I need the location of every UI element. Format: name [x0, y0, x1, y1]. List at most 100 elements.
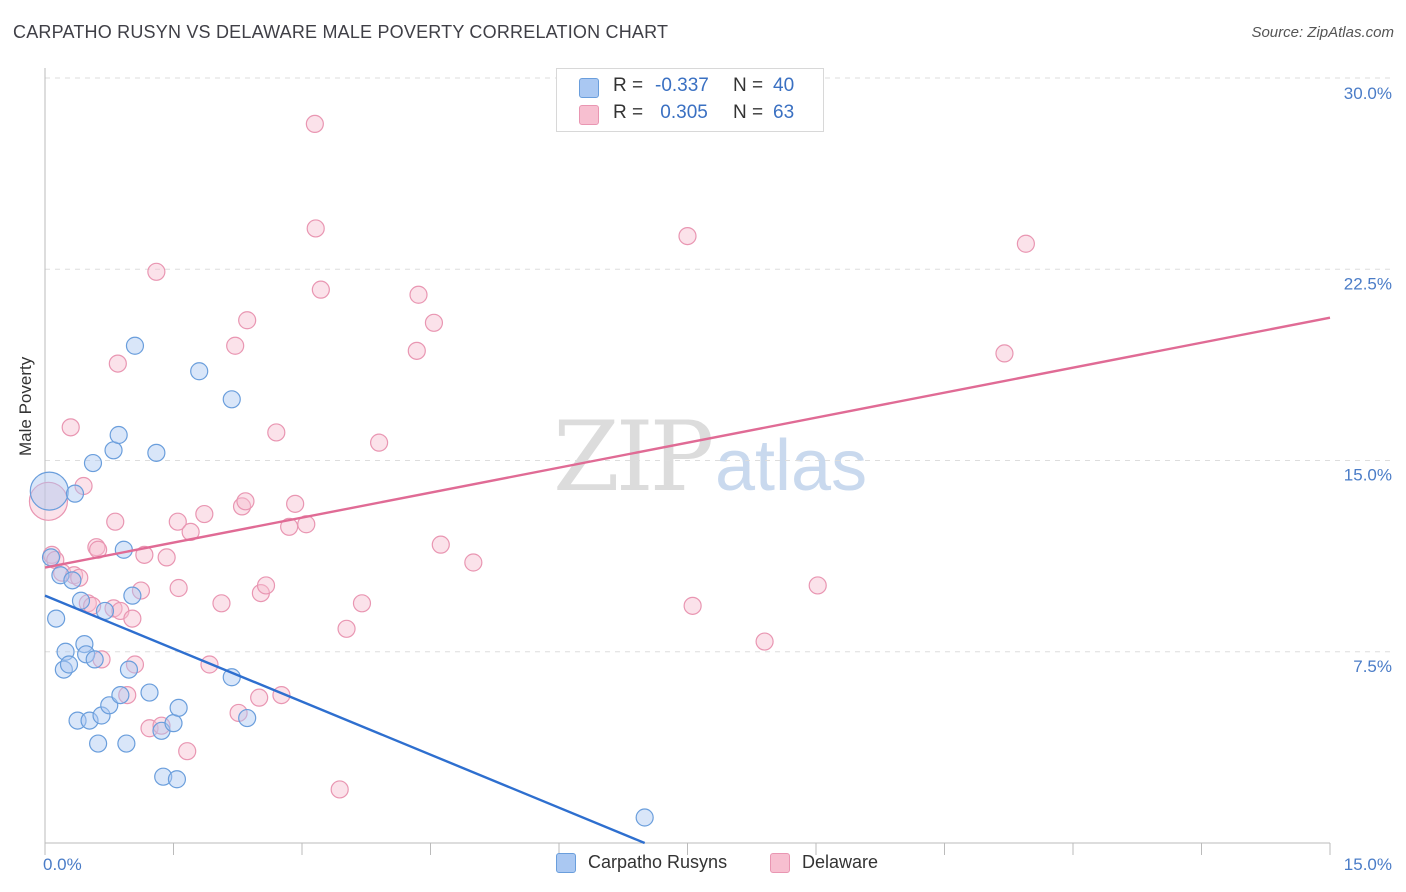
legend-n-value: 40	[773, 75, 795, 96]
delaware-point	[311, 280, 330, 299]
delaware-point	[407, 341, 426, 360]
delaware-point	[464, 553, 483, 572]
carpatho-rusyns-point	[167, 770, 187, 789]
carpatho-rusyns-point	[238, 708, 257, 728]
carpatho-rusyns-point	[29, 471, 69, 511]
y-tick-label: 7.5%	[1353, 657, 1392, 676]
delaware-trend-line	[44, 316, 1331, 569]
carpatho-rusyns-point	[92, 706, 111, 725]
delaware-points	[28, 114, 1035, 799]
trend-lines	[44, 316, 1331, 845]
carpatho-rusyns-point	[190, 362, 209, 381]
grid-lines	[45, 77, 1392, 653]
bottom-legend-label: Delaware	[802, 852, 879, 872]
delaware-point	[424, 313, 444, 332]
watermark-zip: ZIP	[553, 401, 712, 508]
carpatho-rusyns-point	[65, 484, 85, 503]
legend-n-label: N =	[733, 102, 764, 123]
chart-source: Source: ZipAtlas.com	[1251, 24, 1394, 41]
delaware-point	[229, 703, 248, 723]
delaware-point	[157, 548, 176, 567]
carpatho-rusyns-point	[47, 609, 66, 628]
axes	[44, 68, 1331, 855]
watermark-atlas: atlas	[715, 426, 867, 506]
x-tick-label-min: 0.0%	[43, 855, 82, 874]
delaware-point	[286, 494, 305, 513]
x-tick-label-max: 15.0%	[1344, 855, 1392, 874]
legend-r-label: R =	[613, 75, 644, 96]
legend-n-value: 63	[773, 102, 795, 123]
carpatho-rusyns-point	[104, 441, 123, 460]
legend-r-value: -0.337	[655, 75, 709, 96]
carpatho-rusyns-point	[41, 548, 61, 567]
zipatlas-watermark: ZIP atlas	[553, 401, 867, 508]
delaware-point	[131, 581, 151, 600]
delaware-point	[212, 594, 231, 613]
delaware-point	[995, 344, 1014, 363]
delaware-point	[330, 780, 349, 799]
legend-swatch-pink	[579, 105, 599, 125]
carpatho-rusyns-point	[85, 650, 104, 669]
y-tick-label: 30.0%	[1344, 84, 1392, 103]
delaware-point	[28, 481, 69, 521]
carpatho-rusyns-point	[80, 711, 99, 730]
carpatho-rusyns-point	[59, 655, 79, 674]
carpatho-rusyns-point	[111, 685, 130, 705]
carpatho-rusyns-point	[100, 696, 119, 715]
carpatho-rusyns-point	[71, 591, 91, 610]
carpatho-rusyns-point	[51, 566, 70, 585]
carpatho-rusyns-point	[147, 443, 166, 462]
carpatho-rusyns-point	[635, 808, 654, 827]
delaware-point	[236, 492, 255, 511]
delaware-point	[226, 336, 245, 355]
delaware-point	[195, 504, 214, 524]
legend-n-label: N =	[733, 75, 764, 96]
delaware-point	[135, 545, 154, 564]
carpatho-rusyns-point	[154, 767, 173, 786]
carpatho-rusyns-point	[77, 645, 96, 664]
bottom-legend-swatch-blue	[556, 853, 576, 873]
delaware-point	[256, 576, 276, 595]
delaware-point	[683, 596, 702, 615]
delaware-point	[125, 655, 145, 674]
carpatho-rusyns-point	[117, 734, 136, 753]
delaware-point	[306, 219, 325, 238]
stats-legend: R = -0.337 N = 40 R = 0.305 N = 63	[556, 68, 824, 132]
carpatho-rusyns-point	[89, 734, 108, 753]
delaware-point	[352, 594, 372, 613]
delaware-point	[755, 632, 774, 651]
y-tick-label: 15.0%	[1344, 466, 1392, 485]
delaware-point	[1016, 234, 1035, 253]
carpatho-rusyns-trend-line	[44, 594, 646, 845]
bottom-legend-label: Carpatho Rusyns	[588, 852, 728, 872]
carpatho-rusyns-point	[63, 571, 82, 590]
delaware-point	[168, 512, 187, 531]
carpatho-rusyns-point	[222, 390, 241, 409]
carpatho-rusyns-point	[83, 453, 103, 473]
chart-title: CARPATHO RUSYN VS DELAWARE MALE POVERTY …	[13, 22, 669, 42]
delaware-point	[431, 535, 450, 554]
carpatho-rusyns-point	[169, 698, 188, 717]
delaware-point	[106, 512, 125, 531]
carpatho-rusyns-point	[114, 540, 133, 559]
bottom-legend-swatch-pink	[770, 853, 790, 873]
y-tick-label: 22.5%	[1344, 274, 1392, 293]
delaware-point	[337, 619, 356, 638]
legend-r-value: 0.305	[655, 102, 708, 123]
delaware-point	[118, 685, 137, 705]
carpatho-rusyns-point	[140, 683, 159, 702]
delaware-point	[267, 423, 286, 442]
delaware-point	[232, 497, 252, 516]
carpatho-rusyns-point	[109, 425, 128, 445]
carpatho-rusyns-point	[125, 336, 145, 355]
delaware-point	[123, 609, 142, 628]
delaware-point	[305, 114, 324, 134]
tick-labels: 7.5% 15.0% 22.5% 30.0% 0.0% 15.0%	[43, 84, 1392, 874]
delaware-point	[169, 578, 188, 598]
delaware-point	[147, 262, 166, 281]
legend-swatch-blue	[579, 78, 599, 98]
delaware-point	[250, 688, 269, 707]
delaware-point	[238, 311, 257, 330]
carpatho-rusyns-point	[119, 660, 139, 679]
delaware-point	[61, 418, 80, 437]
